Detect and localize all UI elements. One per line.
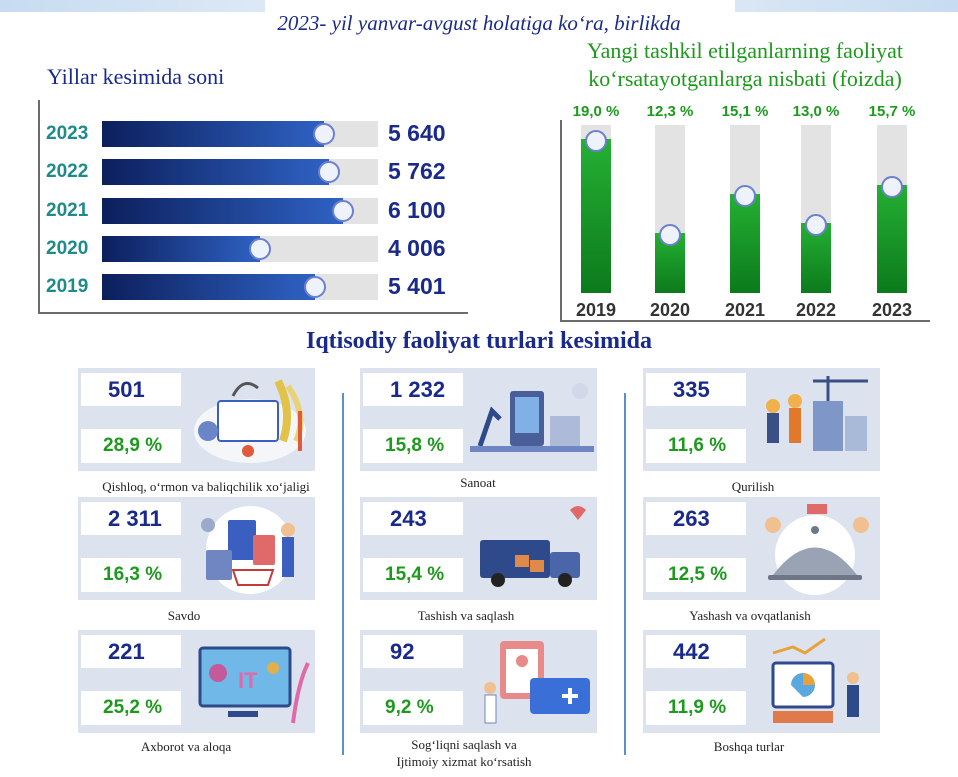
column-divider: [342, 393, 344, 755]
vbar-value-label: 12,3 %: [646, 103, 694, 120]
sector-count: 92: [363, 635, 463, 668]
sector-percent: 9,2 %: [363, 691, 463, 725]
sector-count: 442: [646, 635, 746, 668]
hbar-value-label: 5 640: [388, 120, 446, 146]
hbar-bar: [102, 121, 324, 147]
sector-label: Sog‘liqni saqlash va: [411, 737, 517, 752]
hbar-knob: [249, 238, 271, 260]
sector-label: Tashish va saqlash: [417, 608, 515, 623]
sector-label: Qurilish: [731, 479, 775, 494]
sector-card: 1 232 15,8 %: [360, 368, 597, 471]
sector-card: 501 28,9 %: [78, 368, 315, 471]
vbar-knob: [881, 176, 903, 198]
sector-count: 243: [363, 502, 463, 535]
vbar-value-label: 15,7 %: [868, 103, 916, 120]
vbar-knob: [734, 185, 756, 207]
sector-count: 1 232: [363, 373, 463, 406]
vbar-year-label: 2020: [649, 300, 691, 320]
analytics-icon: [771, 637, 859, 723]
sector-count: 335: [646, 373, 746, 406]
sector-percent: 12,5 %: [646, 558, 746, 592]
hbar-year-label: 2019: [46, 276, 89, 297]
hbar-bar: [102, 274, 315, 300]
sector-card: 243 15,4 %: [360, 497, 597, 600]
hbar-chart-title: Yillar kesimida soni: [47, 64, 225, 89]
sector-count: 2 311: [81, 502, 181, 535]
factory-icon: [470, 383, 594, 452]
hbar-knob: [313, 123, 335, 145]
sector-card: 335 11,6 %: [643, 368, 880, 471]
vbar-value-label: 13,0 %: [792, 103, 840, 120]
vbar-value-label: 19,0 %: [572, 103, 620, 120]
sector-label: Boshqa turlar: [713, 739, 785, 754]
vbar-year-label: 2021: [724, 300, 766, 320]
sector-card: 92 9,2 %: [360, 630, 597, 733]
vbar-year-label: 2022: [795, 300, 837, 320]
vbar-axis: [560, 120, 562, 320]
hbar-knob: [318, 161, 340, 183]
hbar-year-label: 2020: [46, 238, 89, 259]
vbar-bar: [581, 139, 611, 293]
vbar-value-label: 15,1 %: [721, 103, 769, 120]
sector-label: Savdo: [167, 608, 201, 623]
hbar-bar: [102, 236, 260, 262]
hbar-year-label: 2023: [46, 123, 89, 144]
hbar-axis: [38, 100, 40, 312]
vbar-baseline: [560, 320, 930, 322]
sector-percent: 25,2 %: [81, 691, 181, 725]
food-service-icon: [765, 504, 869, 595]
sector-label: Yashash va ovqatlanish: [689, 608, 811, 623]
truck-icon: [480, 506, 586, 587]
hbar-value-label: 5 401: [388, 273, 446, 299]
sector-count: 263: [646, 502, 746, 535]
vbar-year-label: 2019: [575, 300, 617, 320]
sector-card: 2 311 16,3 %: [78, 497, 315, 600]
sector-label: Axborot va aloqa: [140, 739, 232, 754]
sector-percent: 16,3 %: [81, 558, 181, 592]
health-icon: [484, 641, 590, 724]
vbar-knob: [805, 214, 827, 236]
sector-percent: 15,8 %: [363, 429, 463, 463]
sector-card: 221 25,2 % IT: [78, 630, 315, 733]
vbar-knob: [659, 224, 681, 246]
vbar-bar: [877, 185, 907, 293]
hbar-baseline: [38, 312, 468, 314]
sector-card: 442 11,9 %: [643, 630, 880, 733]
hbar-year-label: 2021: [46, 200, 89, 221]
sector-percent: 11,9 %: [646, 691, 746, 725]
hbar-value-label: 6 100: [388, 197, 446, 223]
sector-percent: 15,4 %: [363, 558, 463, 592]
construction-icon: [766, 376, 868, 451]
hbar-knob: [304, 276, 326, 298]
sector-percent: 28,9 %: [81, 429, 181, 463]
sector-label: Qishloq, o‘rmon va baliqchilik xo‘jaligi: [102, 479, 310, 494]
vbar-chart-title: Yangi tashkil etilganlarning faoliyat ko…: [586, 38, 904, 91]
sector-count: 221: [81, 635, 181, 668]
vbar-bar: [730, 194, 760, 293]
shopping-icon: [201, 506, 295, 594]
farming-icon: [194, 379, 306, 463]
hbar-knob: [332, 200, 354, 222]
column-divider: [624, 393, 626, 755]
hbar-bar: [102, 198, 343, 224]
hbar-value-label: 5 762: [388, 158, 446, 184]
sectors-title: Iqtisodiy faoliyat turlari kesimida: [305, 328, 653, 354]
sector-label-line2: Ijtimoiy xizmat ko‘rsatish: [396, 754, 532, 769]
sector-card: 263 12,5 %: [643, 497, 880, 600]
it-icon: IT: [198, 646, 310, 724]
sector-count: 501: [81, 373, 181, 406]
hbar-year-label: 2022: [46, 161, 89, 182]
hbar-bar: [102, 159, 329, 185]
vbar-knob: [585, 130, 607, 152]
top-decor-band: [0, 0, 958, 12]
hbar-value-label: 4 006: [388, 235, 446, 261]
page-title: 2023- yil yanvar-avgust holatiga ko‘ra, …: [277, 11, 681, 35]
svg-text:IT: IT: [238, 668, 258, 693]
sector-label: Sanoat: [460, 475, 496, 490]
sector-percent: 11,6 %: [646, 429, 746, 463]
vbar-year-label: 2023: [871, 300, 913, 320]
